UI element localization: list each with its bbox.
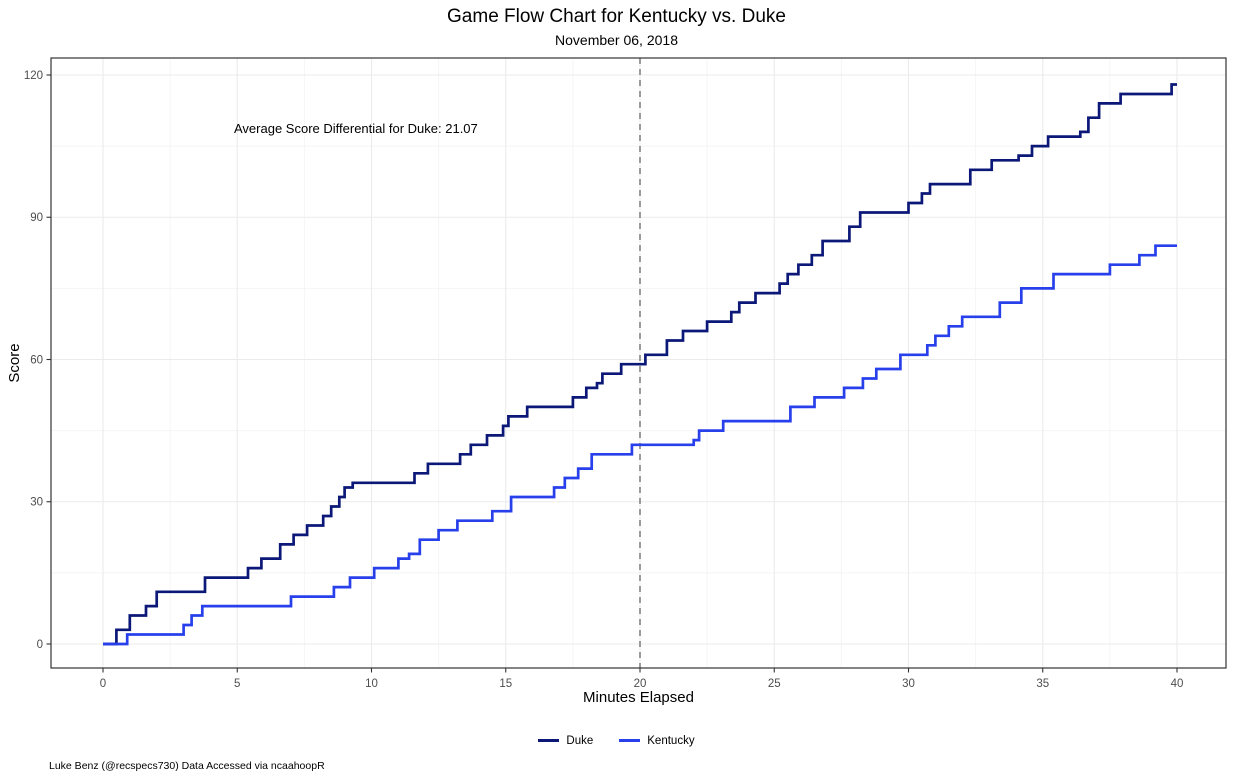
panel-border bbox=[50, 57, 1227, 669]
x-tick-label: 15 bbox=[499, 678, 512, 690]
y-tick-label: 60 bbox=[30, 354, 43, 366]
legend-item-duke: Duke bbox=[538, 733, 593, 748]
x-tick-label: 10 bbox=[365, 678, 378, 690]
y-tick-label: 0 bbox=[37, 639, 43, 651]
duke-line bbox=[103, 83, 1177, 646]
x-tick-label: 20 bbox=[634, 678, 647, 690]
x-tick-label: 5 bbox=[234, 678, 240, 690]
y-tick-label: 120 bbox=[24, 70, 43, 82]
legend-item-kentucky: Kentucky bbox=[619, 733, 695, 748]
x-tick-label: 25 bbox=[768, 678, 781, 690]
y-tick-label: 90 bbox=[30, 212, 43, 224]
x-tick-label: 30 bbox=[902, 678, 915, 690]
duke-line-key-icon bbox=[538, 739, 560, 742]
kentucky-line bbox=[103, 244, 1177, 646]
chart-subtitle: November 06, 2018 bbox=[555, 32, 678, 48]
legend: Duke Kentucky bbox=[0, 733, 1233, 748]
x-tick-label: 35 bbox=[1036, 678, 1049, 690]
y-tick-label: 30 bbox=[30, 497, 43, 509]
duke-legend-label: Duke bbox=[566, 734, 594, 747]
avg-differential-annotation: Average Score Differential for Duke: 21.… bbox=[234, 121, 478, 136]
caption: Luke Benz (@recspecs730) Data Accessed v… bbox=[49, 760, 325, 772]
kentucky-line-key-icon bbox=[619, 739, 641, 742]
x-axis-title: Minutes Elapsed bbox=[583, 689, 694, 706]
kentucky-legend-label: Kentucky bbox=[647, 734, 695, 747]
x-tick-label: 40 bbox=[1171, 678, 1184, 690]
x-tick-label: 0 bbox=[100, 678, 106, 690]
chart-title: Game Flow Chart for Kentucky vs. Duke bbox=[447, 6, 786, 27]
